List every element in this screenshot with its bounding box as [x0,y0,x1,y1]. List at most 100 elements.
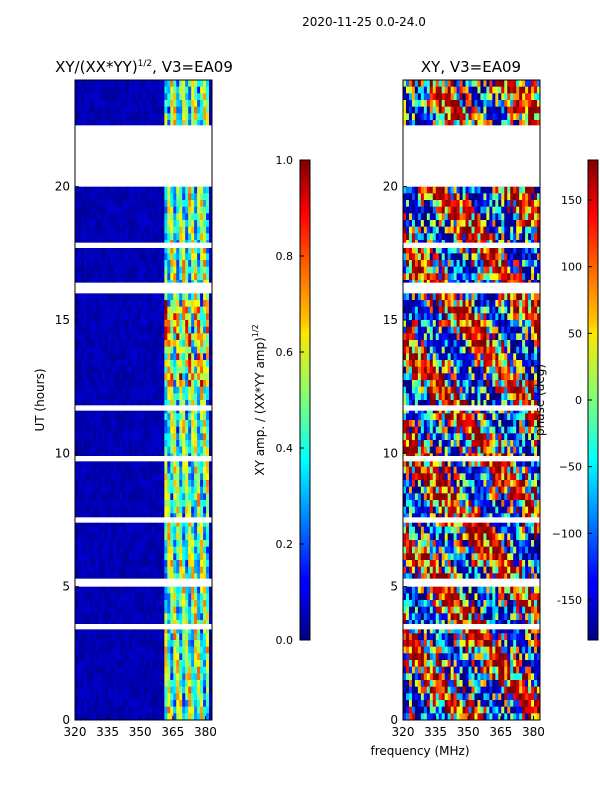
amplitude-heat-cell [197,660,201,668]
amplitude-heat-cell [140,366,144,374]
amplitude-heat-cell [182,80,186,88]
phase-heat-cell [426,80,431,88]
amplitude-heat-cell [113,526,118,534]
amplitude-heat-cell [95,253,100,261]
amplitude-heat-cell [83,206,88,214]
amplitude-heat-cell [95,600,100,608]
amplitude-heat-cell [173,460,177,468]
phase-heat-cell [474,113,478,121]
amplitude-heat-cell [149,426,153,434]
amplitude-heat-cell [191,320,195,328]
phase-heat-cell [504,106,508,114]
amplitude-heat-cell [176,373,180,381]
amplitude-heat-cell [155,246,159,254]
amplitude-heat-cell [209,666,212,674]
amplitude-heat-cell [182,606,186,614]
amplitude-heat-cell [155,553,159,561]
amplitude-heat-cell [131,440,135,448]
amplitude-heat-cell [176,540,180,548]
amplitude-heat-cell [158,260,162,268]
amplitude-heat-cell [92,386,97,394]
amplitude-heat-cell [182,540,186,548]
amplitude-heat-cell [128,533,132,541]
amplitude-heat-cell [167,693,171,701]
amplitude-heat-cell [86,300,91,308]
amplitude-heat-cell [113,566,118,574]
phase-heat-cell [495,120,499,128]
amplitude-heat-cell [140,80,144,88]
amplitude-heat-cell [125,420,130,428]
phase-heat-cell [507,120,511,128]
amplitude-heat-cell [149,446,153,454]
amplitude-heat-cell [176,626,180,634]
amplitude-heat-cell [152,193,156,201]
amplitude-heat-cell [203,220,207,228]
amplitude-heat-cell [113,606,118,614]
amplitude-heat-cell [89,380,94,388]
amplitude-heat-cell [134,186,138,194]
amplitude-heat-cell [80,560,85,568]
amplitude-heat-cell [185,86,189,94]
amplitude-heat-cell [191,713,195,720]
amplitude-heat-cell [209,613,212,621]
amplitude-heat-cell [143,540,147,548]
amplitude-heat-cell [92,226,97,234]
amplitude-heat-cell [140,420,144,428]
amplitude-heat-cell [203,293,207,301]
amplitude-heat-cell [122,206,127,214]
amplitude-heat-cell [116,713,121,720]
amplitude-heat-cell [179,233,183,241]
amplitude-heat-cell [77,706,82,714]
amplitude-heat-cell [131,660,135,668]
amplitude-heat-cell [161,506,165,514]
amplitude-heat-cell [110,186,115,194]
amplitude-heat-cell [143,693,147,701]
amplitude-heat-cell [209,686,212,694]
amplitude-heat-cell [209,566,212,574]
amplitude-heat-cell [176,353,180,361]
amplitude-heat-cell [179,460,183,468]
amplitude-heat-cell [137,206,141,214]
amplitude-heat-cell [164,706,168,714]
amplitude-heat-cell [164,253,168,261]
amplitude-heat-cell [107,380,112,388]
amplitude-heat-cell [188,653,192,661]
amplitude-heat-cell [92,266,97,274]
amplitude-heat-cell [206,426,210,434]
amplitude-heat-cell [182,660,186,668]
amplitude-heat-cell [143,320,147,328]
amplitude-heat-cell [179,206,183,214]
amplitude-heat-cell [146,600,150,608]
amplitude-heat-cell [92,213,97,221]
amplitude-heat-cell [80,500,85,508]
amplitude-heat-cell [83,593,88,601]
amplitude-heat-cell [113,500,118,508]
amplitude-heat-cell [194,506,198,514]
amplitude-heat-cell [200,246,204,254]
amplitude-heat-cell [89,666,94,674]
amplitude-heat-cell [200,373,204,381]
amplitude-heat-cell [80,700,85,708]
phase-heat-cell [468,120,472,128]
amplitude-heat-cell [110,246,115,254]
amplitude-heat-cell [116,300,121,308]
amplitude-heat-cell [185,613,189,621]
amplitude-heat-cell [75,606,79,614]
amplitude-heat-cell [122,193,127,201]
amplitude-heat-cell [176,320,180,328]
amplitude-heat-cell [188,713,192,720]
amplitude-heat-cell [206,653,210,661]
amplitude-heat-cell [107,686,112,694]
amplitude-heat-cell [209,273,212,281]
amplitude-heat-cell [197,393,201,401]
amplitude-heat-cell [75,646,79,654]
amplitude-heat-cell [167,366,171,374]
amplitude-heat-cell [194,266,198,274]
amplitude-heat-cell [86,433,91,441]
amplitude-heat-cell [155,366,159,374]
amplitude-heat-cell [143,293,147,301]
amplitude-x-tick-label: 350 [129,725,152,739]
amplitude-heat-cell [179,546,183,554]
amplitude-heat-cell [86,700,91,708]
